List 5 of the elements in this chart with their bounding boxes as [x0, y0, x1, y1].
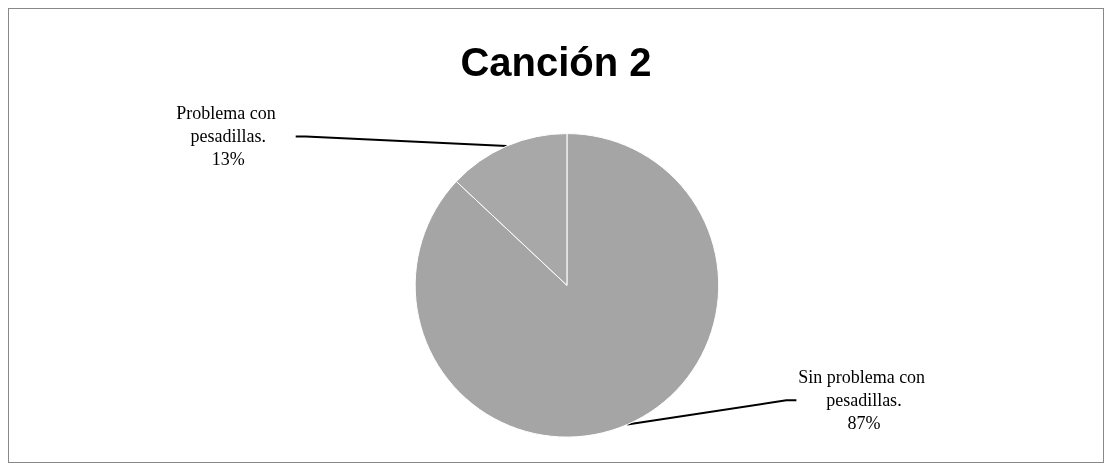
data-label: 87% [847, 413, 881, 434]
data-label: 13% [211, 149, 245, 170]
slice-label: Problema con pesadillas. [176, 103, 281, 147]
chart-title: Canción 2 [460, 40, 652, 84]
slice-label: Sin problema con pesadillas. [798, 367, 930, 411]
